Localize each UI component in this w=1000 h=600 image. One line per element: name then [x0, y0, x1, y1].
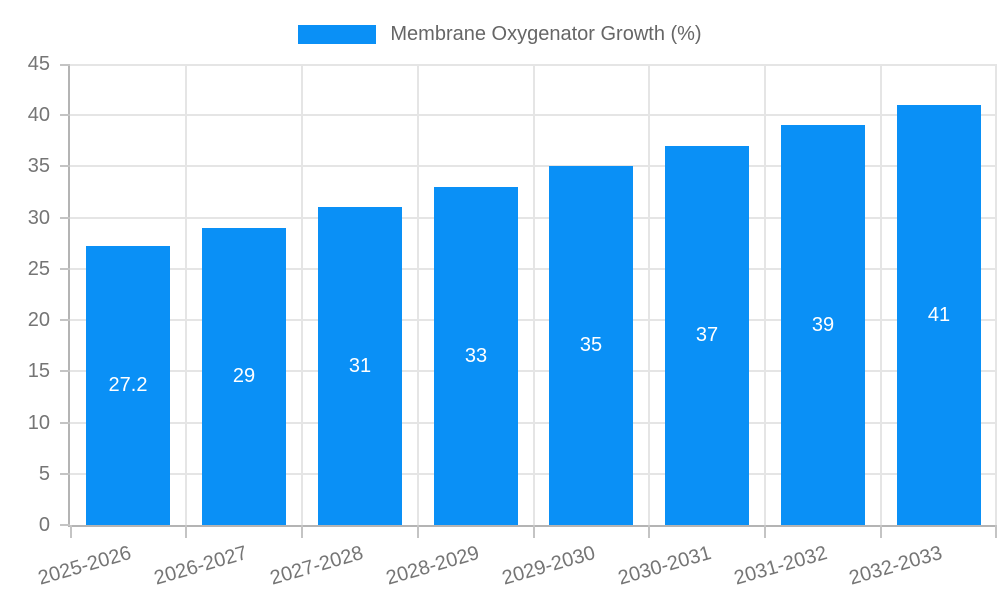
x-axis-tick: [70, 525, 72, 538]
legend-color-swatch: [298, 24, 377, 44]
y-axis-tick-label: 10: [27, 411, 50, 434]
x-axis-category-label: 2032-2033: [847, 542, 946, 590]
y-axis-tick: [60, 64, 70, 66]
bar-2025-2026[interactable]: 27.2: [86, 246, 170, 525]
bar-2026-2027[interactable]: 29: [202, 228, 286, 525]
x-axis-tick: [995, 525, 997, 538]
legend-label: Membrane Oxygenator Growth (%): [390, 23, 702, 45]
x-axis-tick: [648, 525, 651, 538]
y-axis-tick: [60, 114, 70, 117]
bar-2031-2032[interactable]: 39: [781, 125, 865, 525]
y-axis-tick-label: 15: [27, 360, 50, 383]
y-axis-tick-label: 20: [27, 309, 50, 332]
y-axis-tick-label: 30: [27, 206, 50, 229]
bar-value-label: 39: [811, 313, 835, 336]
bar-value-label: 41: [927, 303, 951, 326]
bar-value-label: 35: [579, 334, 603, 356]
gridline-vertical: [300, 64, 303, 525]
gridline-vertical: [880, 64, 883, 525]
x-axis-category-label: 2029-2030: [499, 542, 598, 590]
bar-2027-2028[interactable]: 31: [318, 207, 402, 525]
x-axis-category-label: 2031-2032: [731, 542, 830, 590]
gridline-vertical: [648, 64, 651, 525]
y-axis-tick: [60, 267, 70, 270]
x-axis-tick: [532, 525, 535, 538]
gridline-vertical: [764, 64, 767, 525]
x-axis-category-label: 2026-2027: [151, 542, 250, 590]
bar-value-label: 31: [348, 354, 372, 377]
y-axis-tick: [60, 165, 70, 168]
x-axis-category-label: 2028-2029: [383, 542, 482, 590]
x-axis-tick: [880, 525, 883, 538]
bar-value-label: 33: [464, 344, 488, 367]
x-axis-tick: [416, 525, 419, 538]
bar-value-label: 37: [695, 324, 719, 346]
bar-value-label: 27.2: [108, 374, 148, 396]
x-axis-tick: [764, 525, 767, 538]
y-axis-tick: [60, 472, 70, 475]
y-axis-tick: [60, 319, 70, 322]
gridline-vertical: [416, 64, 419, 525]
bar-2030-2031[interactable]: 37: [665, 146, 749, 525]
gridline-vertical: [184, 64, 187, 525]
y-axis-tick: [60, 216, 70, 219]
gridline-vertical: [995, 64, 997, 525]
y-axis-tick: [60, 370, 70, 373]
y-axis-tick: [60, 524, 70, 526]
bar-2032-2033[interactable]: 41: [897, 105, 981, 525]
bar-2028-2029[interactable]: 33: [434, 187, 518, 525]
bar-value-label: 29: [232, 365, 256, 387]
y-axis-tick: [60, 421, 70, 424]
y-axis-tick-label: 40: [27, 104, 50, 127]
chart-legend[interactable]: Membrane Oxygenator Growth (%): [0, 23, 1000, 45]
y-axis-tick-label: 5: [38, 462, 50, 485]
plot-area: 0 5 10 15 20 25 30 35 40 45 27.2 2025-2026 29 2026-20…: [28, 53, 997, 590]
x-axis-category-label: 2027-2028: [267, 542, 366, 590]
x-axis-tick: [184, 525, 187, 538]
gridline-vertical: [532, 64, 535, 525]
x-axis-tick: [300, 525, 303, 538]
bar-2029-2030[interactable]: 35: [549, 166, 633, 525]
x-axis-category-label: 2025-2026: [35, 542, 135, 590]
y-axis-tick-label: 25: [27, 257, 50, 280]
x-axis-category-label: 2030-2031: [615, 542, 714, 590]
y-axis-tick-label: 35: [27, 155, 50, 178]
y-axis-tick-label: 0: [38, 514, 50, 536]
y-axis-tick-label: 45: [27, 53, 50, 75]
